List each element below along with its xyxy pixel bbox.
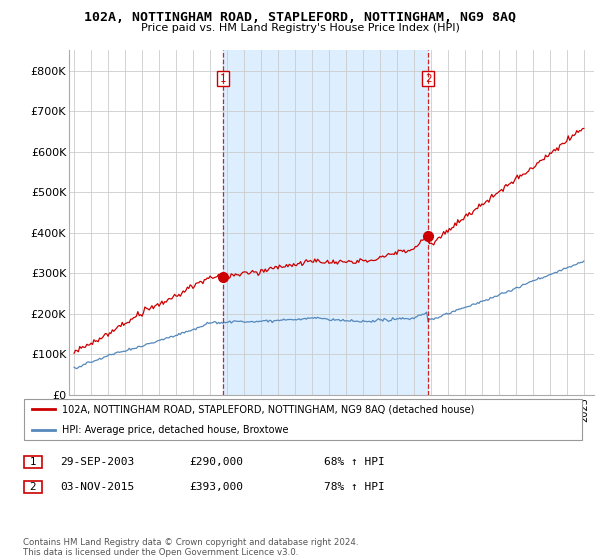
Text: 102A, NOTTINGHAM ROAD, STAPLEFORD, NOTTINGHAM, NG9 8AQ (detached house): 102A, NOTTINGHAM ROAD, STAPLEFORD, NOTTI… bbox=[62, 404, 475, 414]
Text: Price paid vs. HM Land Registry's House Price Index (HPI): Price paid vs. HM Land Registry's House … bbox=[140, 23, 460, 33]
Text: 68% ↑ HPI: 68% ↑ HPI bbox=[324, 457, 385, 467]
Bar bbox=[223, 50, 428, 395]
Text: 102A, NOTTINGHAM ROAD, STAPLEFORD, NOTTINGHAM, NG9 8AQ: 102A, NOTTINGHAM ROAD, STAPLEFORD, NOTTI… bbox=[84, 11, 516, 24]
Text: 29-SEP-2003: 29-SEP-2003 bbox=[60, 457, 134, 467]
Text: 03-NOV-2015: 03-NOV-2015 bbox=[60, 482, 134, 492]
Text: 2: 2 bbox=[425, 74, 431, 84]
Text: £393,000: £393,000 bbox=[189, 482, 243, 492]
Text: 1: 1 bbox=[220, 74, 226, 84]
Text: 2: 2 bbox=[29, 482, 36, 492]
Text: HPI: Average price, detached house, Broxtowe: HPI: Average price, detached house, Brox… bbox=[62, 424, 289, 435]
Text: 78% ↑ HPI: 78% ↑ HPI bbox=[324, 482, 385, 492]
Text: 1: 1 bbox=[29, 457, 36, 467]
Text: Contains HM Land Registry data © Crown copyright and database right 2024.
This d: Contains HM Land Registry data © Crown c… bbox=[23, 538, 358, 557]
Text: £290,000: £290,000 bbox=[189, 457, 243, 467]
